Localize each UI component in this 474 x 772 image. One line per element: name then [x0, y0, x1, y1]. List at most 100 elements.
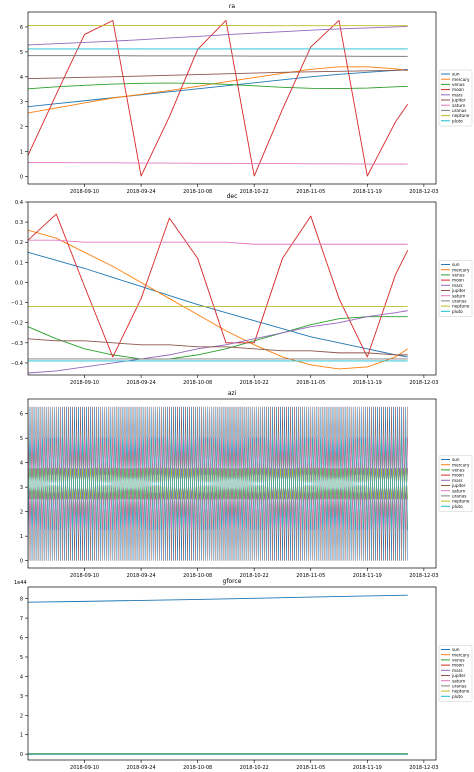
legend-label-neptune: neptune — [452, 304, 470, 309]
y-tick-label: 1 — [20, 733, 23, 739]
x-tick-label: 2018-11-19 — [353, 189, 382, 195]
legend-label-moon: moon — [452, 473, 464, 478]
x-tick-label: 2018-11-05 — [296, 573, 325, 579]
legend-label-sun: sun — [452, 72, 460, 77]
x-tick-label: 2018-11-05 — [296, 189, 325, 195]
legend-label-neptune: neptune — [452, 499, 470, 504]
y-tick-label: 4 — [20, 674, 23, 680]
x-tick-label: 2018-09-10 — [70, 573, 99, 579]
x-tick-label: 2018-09-10 — [70, 189, 99, 195]
chart-title: ra — [229, 3, 235, 10]
legend-label-pluto: pluto — [452, 504, 463, 509]
legend-label-venus: venus — [452, 273, 465, 278]
y-tick-label: 6 — [20, 636, 23, 642]
series-line-saturn — [28, 437, 408, 531]
series-line-venus — [28, 316, 408, 360]
series-line-uranus — [28, 55, 408, 57]
legend: sunmercuryvenusmoonmarsjupitersaturnuran… — [438, 260, 473, 317]
y-tick-label: 0.4 — [15, 200, 23, 206]
y-tick-label: 0 — [20, 559, 23, 565]
series-line-uranus — [28, 468, 408, 500]
panel-ra: ra 0 1 2 3 4 5 6 2018-09-10 2018-09-24 2018-10-08 2… — [20, 3, 473, 195]
series-line-jupiter — [28, 338, 408, 356]
y-tick-label: 3 — [20, 485, 23, 491]
axes-frame — [27, 201, 437, 376]
legend-label-mars: mars — [452, 92, 463, 97]
legend-label-moon: moon — [452, 663, 464, 668]
series-group — [28, 594, 408, 755]
legend-label-saturn: saturn — [452, 293, 466, 298]
legend-label-mercury: mercury — [452, 77, 470, 82]
legend-label-pluto: pluto — [452, 694, 463, 699]
series-line-pluto — [28, 437, 408, 531]
y-tick-label: 5 — [20, 50, 23, 56]
x-tick-label: 2018-09-24 — [127, 765, 156, 771]
legend-label-uranus: uranus — [452, 494, 466, 499]
chart-title: azi — [228, 390, 237, 397]
legend-label-neptune: neptune — [452, 113, 470, 118]
legend-label-jupiter: jupiter — [451, 288, 466, 293]
x-tick-label: 2018-09-10 — [70, 765, 99, 771]
y-tick-label: −0.4 — [11, 361, 23, 367]
legend-label-mercury: mercury — [452, 652, 470, 657]
x-tick-label: 2018-12-03 — [409, 380, 438, 386]
x-tick-label: 2018-11-05 — [296, 380, 325, 386]
y-tick-label: 0.0 — [15, 280, 23, 286]
y-tick-label: 3 — [20, 694, 23, 700]
x-tick-label: 2018-12-03 — [409, 573, 438, 579]
y-tick-label: 1 — [20, 150, 23, 156]
legend: sunmercuryvenusmoonmarsjupitersaturnuran… — [438, 455, 473, 512]
x-tick-label: 2018-10-08 — [183, 189, 212, 195]
series-line-moon — [28, 213, 409, 358]
y-tick-label: 0.1 — [15, 260, 23, 266]
legend: sunmercuryvenusmoonmarsjupitersaturnuran… — [438, 69, 473, 127]
x-tick-label: 2018-09-10 — [70, 380, 99, 386]
y-tick-label: 0.2 — [15, 240, 23, 246]
panel-dec: dec −0.4 −0.3 −0.2 −0.1 0.0 0.1 0.2 0.3 0.4 2018-0… — [11, 193, 473, 386]
legend-label-pluto: pluto — [452, 309, 463, 314]
series-line-mercury — [28, 66, 408, 114]
series-line-saturn — [28, 239, 408, 245]
legend-label-sun: sun — [452, 262, 460, 267]
series-line-mars — [28, 310, 408, 374]
legend-label-venus: venus — [452, 468, 465, 473]
x-tick-label: 2018-11-05 — [296, 765, 325, 771]
x-tick-label: 2018-12-03 — [409, 189, 438, 195]
legend-label-mars: mars — [452, 283, 463, 288]
y-tick-label: 6 — [20, 412, 23, 418]
legend-label-jupiter: jupiter — [451, 98, 466, 103]
series-line-jupiter — [28, 69, 408, 80]
series-group — [28, 406, 408, 561]
chart-title: dec — [227, 193, 238, 200]
x-tick-label: 2018-10-08 — [183, 380, 212, 386]
x-tick-label: 2018-10-08 — [183, 573, 212, 579]
y-tick-label: 5 — [20, 436, 23, 442]
series-line-sun — [28, 594, 408, 603]
y-tick-label: 2 — [20, 713, 23, 719]
series-line-sun — [28, 251, 408, 358]
y-tick-label: −0.3 — [11, 341, 23, 347]
legend-label-saturn: saturn — [452, 103, 466, 108]
legend-label-sun: sun — [452, 647, 460, 652]
y-tick-label: 4 — [20, 461, 23, 467]
legend-label-moon: moon — [452, 87, 464, 92]
x-tick-label: 2018-12-03 — [409, 765, 438, 771]
legend-label-jupiter: jupiter — [451, 673, 466, 678]
legend-label-jupiter: jupiter — [451, 483, 466, 488]
legend-label-mercury: mercury — [452, 267, 470, 272]
legend-label-uranus: uranus — [452, 684, 466, 689]
axes-frame — [27, 586, 437, 761]
legend-label-pluto: pluto — [452, 118, 463, 123]
axis-offset-label: 1e44 — [14, 580, 27, 586]
panel-azi: azi 0 1 2 3 4 5 6 2018-09-10 2018-09-24 2018-10-08… — [20, 390, 473, 579]
legend-label-sun: sun — [452, 457, 460, 462]
axes-frame — [27, 398, 437, 569]
legend-label-venus: venus — [452, 658, 465, 663]
y-tick-label: 0 — [20, 752, 23, 758]
y-tick-label: 5 — [20, 655, 23, 661]
series-line-venus — [28, 82, 408, 90]
y-tick-label: 1 — [20, 534, 23, 540]
legend-label-moon: moon — [452, 278, 464, 283]
x-tick-label: 2018-10-22 — [240, 380, 269, 386]
